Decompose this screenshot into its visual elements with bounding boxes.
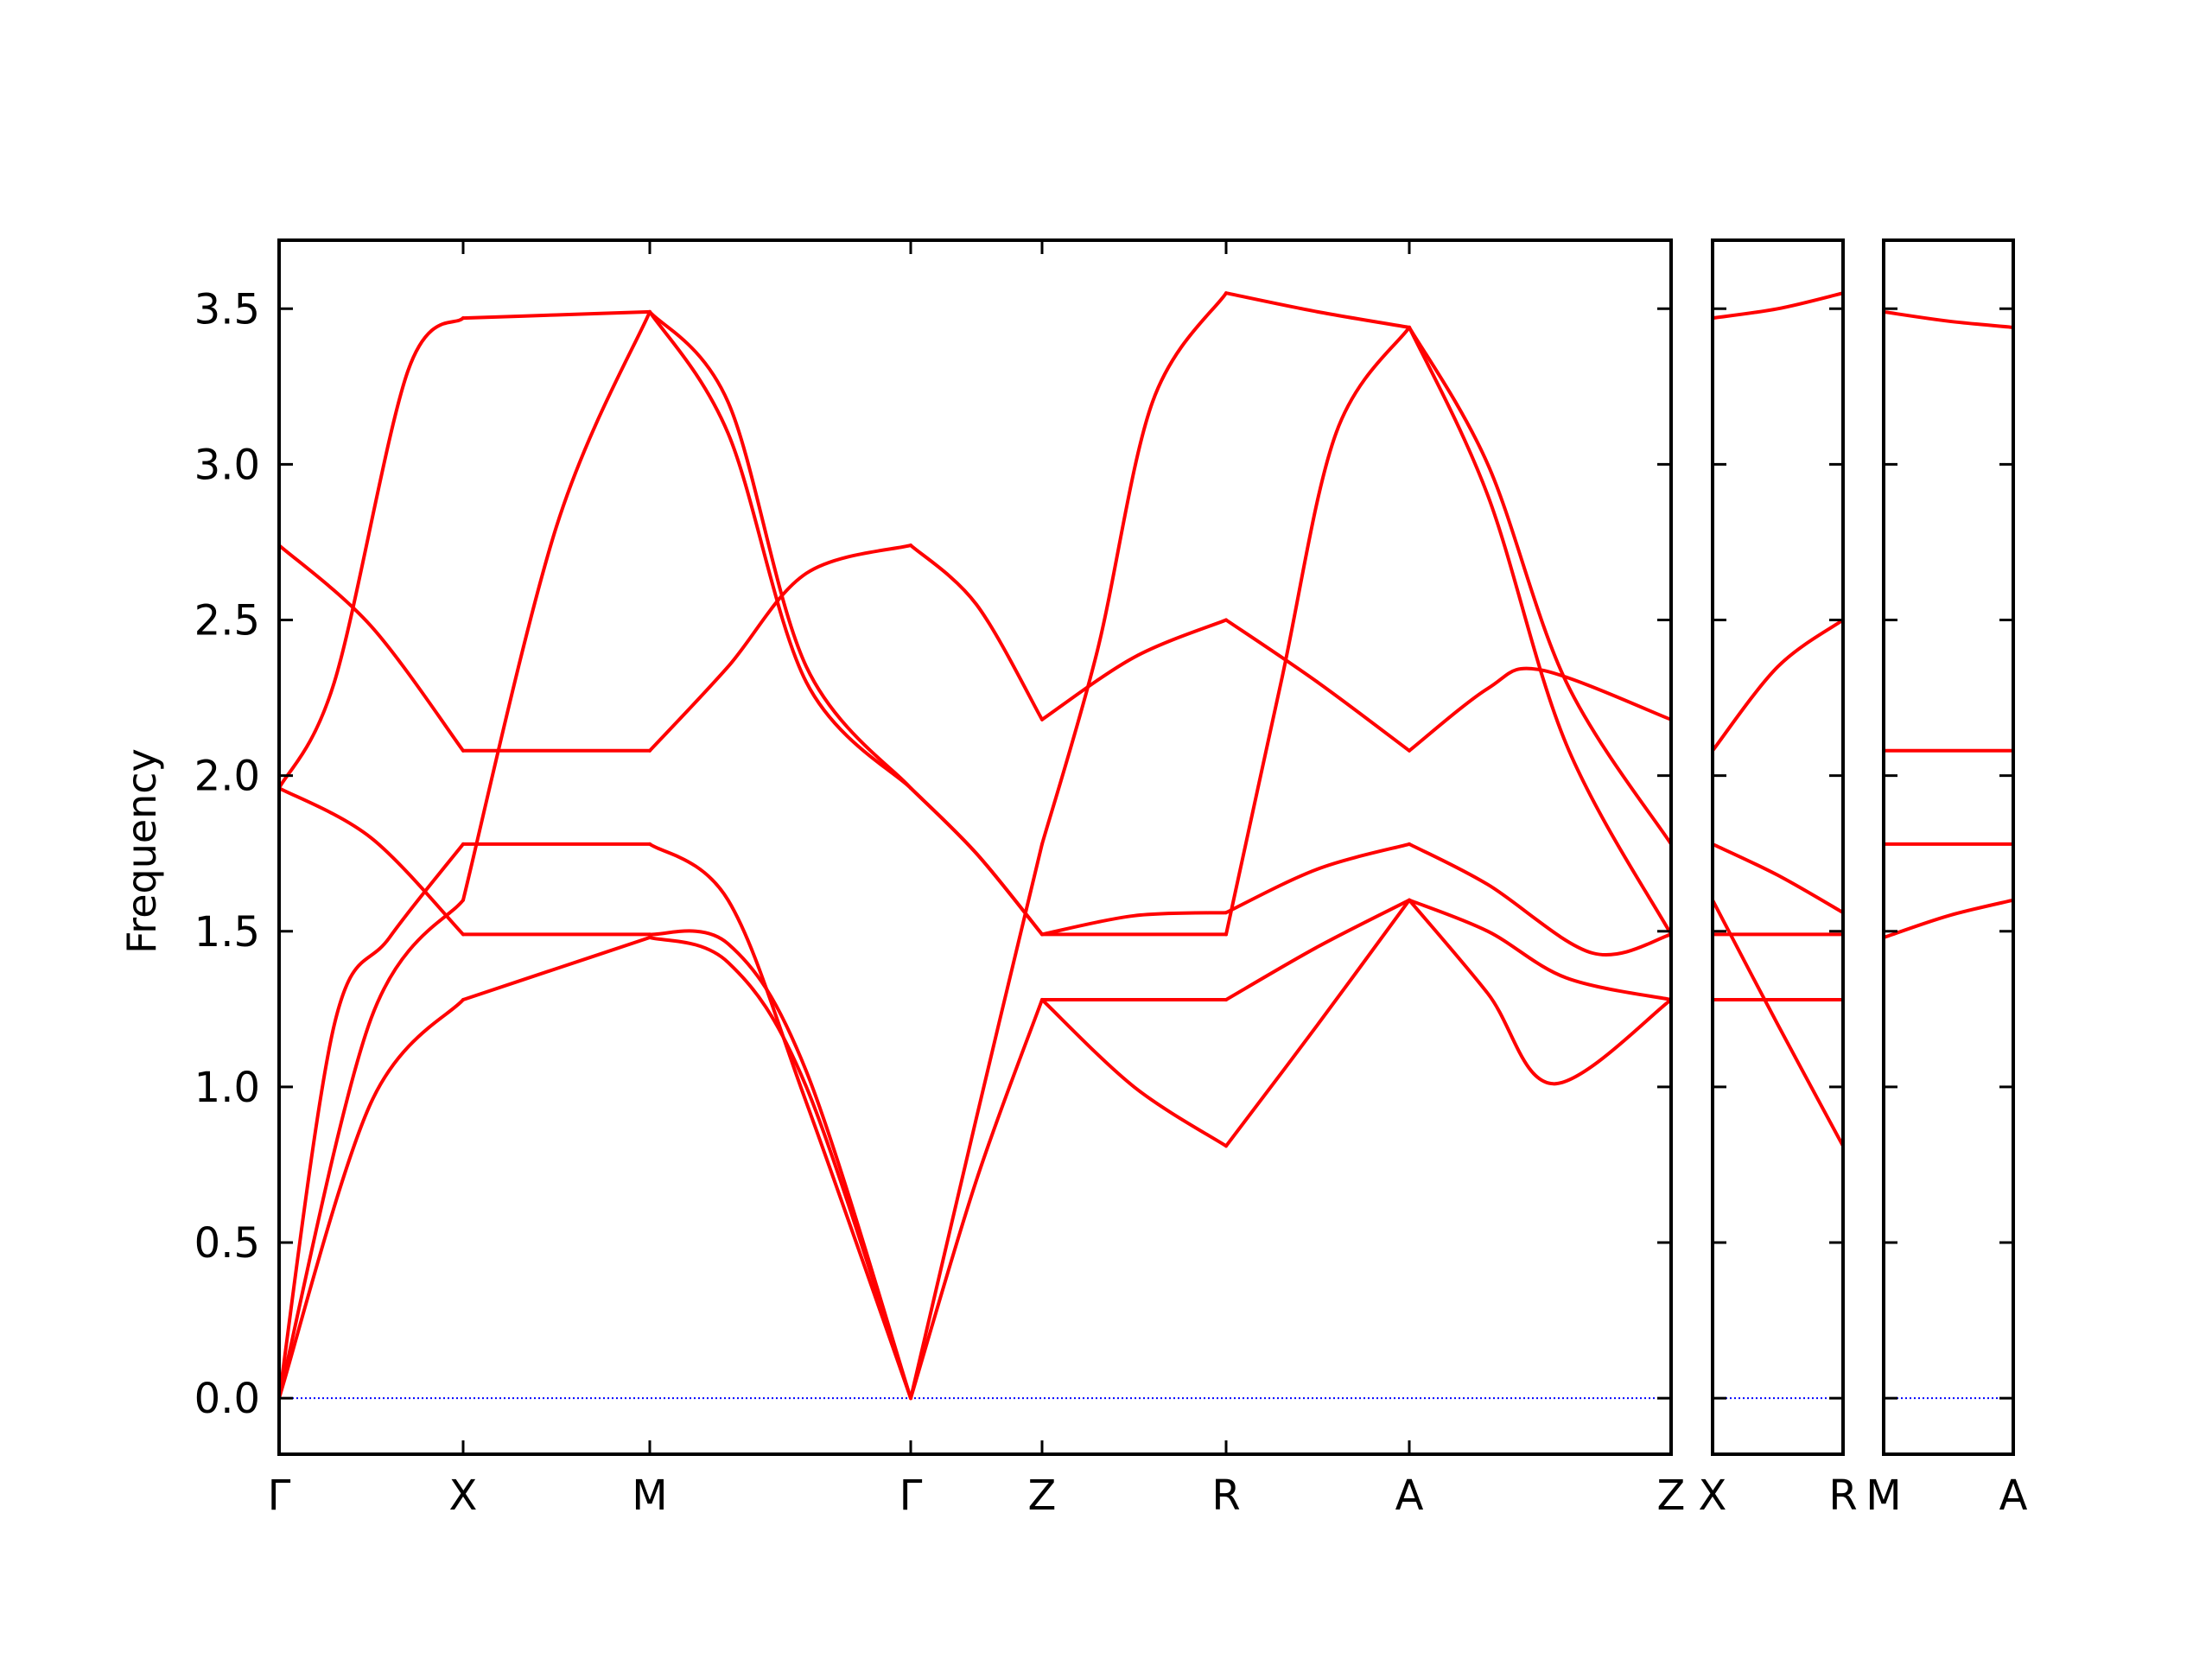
band-line-Z-R-3 xyxy=(1040,911,1228,937)
band-line-A-Z-5 xyxy=(1408,325,1671,937)
band-line-X-R-3 xyxy=(1713,842,1843,915)
band-line-A-Z-0 xyxy=(1408,898,1671,1086)
band-line-Γ-Z-1 xyxy=(909,842,1044,1401)
band-line-Z-R-1 xyxy=(1040,998,1228,1148)
panel-xr-bands xyxy=(1713,291,1843,1148)
band-line-Γ-X-2 xyxy=(279,842,465,1401)
band-line-X-R-2 xyxy=(1713,898,1843,1148)
band-line-R-A-4 xyxy=(1224,618,1411,753)
x-tick-label: M xyxy=(1866,1471,1901,1520)
x-tick-label: Γ xyxy=(268,1471,291,1520)
band-line-Z-R-5 xyxy=(1040,618,1228,721)
x-tick-label: Γ xyxy=(899,1471,923,1520)
x-tick-label: X xyxy=(1699,1471,1727,1520)
band-line-A-Z-1 xyxy=(1408,898,1671,1001)
band-line-M-Γ-4 xyxy=(648,309,912,791)
panel-ma-frame xyxy=(1882,238,2015,1456)
band-line-A-Z-4 xyxy=(1408,325,1671,846)
y-tick-label: 0.0 xyxy=(194,1375,260,1423)
x-tick-label: A xyxy=(1395,1471,1424,1520)
band-line-Γ-Z-4 xyxy=(909,543,1044,721)
band-line-X-R-5 xyxy=(1713,291,1843,321)
band-line-M-A-3 xyxy=(1884,309,2013,329)
band-line-X-R-4 xyxy=(1713,618,1843,753)
band-line-A-Z-2 xyxy=(1408,842,1671,957)
y-tick-label: 2.0 xyxy=(194,753,260,801)
x-tick-label: Z xyxy=(1657,1471,1686,1520)
band-line-X-M-2 xyxy=(461,309,652,902)
panel-ma-bands xyxy=(1884,309,2013,939)
band-line-A-Z-3 xyxy=(1408,666,1671,753)
band-line-Z-R-4 xyxy=(1040,291,1228,846)
band-line-M-Γ-5 xyxy=(648,309,912,791)
x-tick-label: Z xyxy=(1028,1471,1057,1520)
band-line-M-Γ-1 xyxy=(648,929,912,1401)
band-line-Γ-Z-3 xyxy=(909,786,1044,937)
y-tick-label: 2.5 xyxy=(194,597,260,645)
x-tick-label: X xyxy=(449,1471,478,1520)
band-line-M-Γ-3 xyxy=(648,543,912,753)
panel-main: 0.0 0.5 1.0 1.5 2.0 2.5 3.0 3.5 Γ X M Γ Z R A Z xyxy=(194,238,1686,1520)
y-axis-label: Frequency xyxy=(118,748,165,954)
x-tick-label: R xyxy=(1211,1471,1240,1520)
band-line-R-A-0 xyxy=(1224,898,1411,1148)
y-tick-label: 3.5 xyxy=(194,285,260,334)
panel-main-frame xyxy=(277,238,1673,1456)
band-line-M-Γ-2 xyxy=(648,842,912,1401)
plot-layer: 0.00.51.01.52.02.53.03.5Γ X M Γ Z R A Z X R M A xyxy=(194,238,2028,1520)
y-tick-label: 1.0 xyxy=(194,1064,260,1112)
band-line-Γ-X-5 xyxy=(279,543,465,753)
x-tick-label: M xyxy=(632,1471,667,1520)
panel-xr-frame xyxy=(1711,238,1845,1456)
y-tick-label: 1.5 xyxy=(194,908,260,957)
panel-main-bands xyxy=(279,291,1671,1401)
band-line-X-M-0 xyxy=(461,936,652,1001)
band-line-Γ-X-4 xyxy=(279,316,465,791)
y-tick-label: 3.0 xyxy=(194,441,260,489)
y-tick-label: 0.5 xyxy=(194,1219,260,1268)
band-line-Γ-X-3 xyxy=(279,786,465,937)
x-tick-label: A xyxy=(1999,1471,2028,1520)
band-line-R-A-5 xyxy=(1224,291,1411,329)
band-line-R-A-1 xyxy=(1224,898,1411,1001)
band-line-Γ-Z-0 xyxy=(909,998,1044,1401)
x-tick-label: R xyxy=(1828,1471,1857,1520)
band-line-R-A-3 xyxy=(1224,842,1411,915)
band-line-Γ-X-1 xyxy=(279,898,465,1401)
band-line-R-A-2 xyxy=(1224,325,1411,937)
band-line-M-A-0 xyxy=(1884,898,2013,939)
band-line-Γ-X-0 xyxy=(279,998,465,1401)
band-line-X-M-5 xyxy=(461,309,652,321)
